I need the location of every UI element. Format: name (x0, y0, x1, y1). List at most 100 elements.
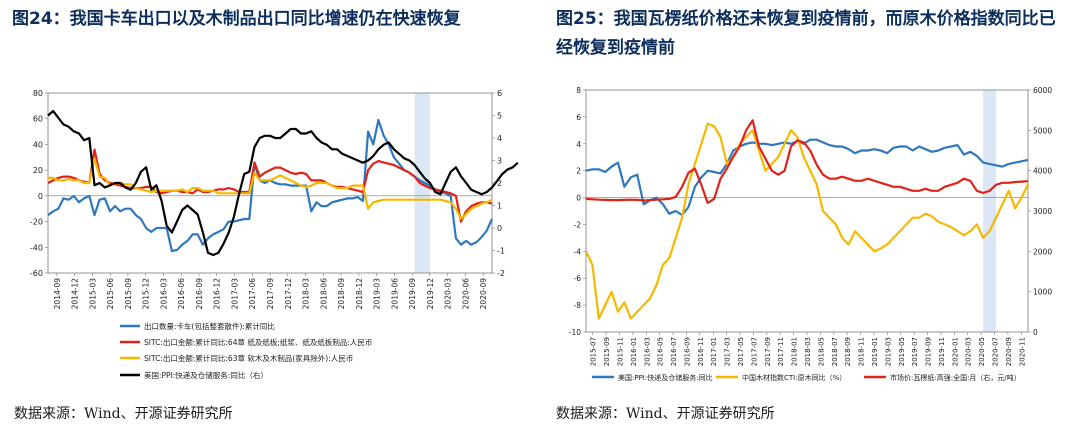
x-tick-label: 2019-01 (871, 337, 879, 366)
x-tick-label: 2015-06 (106, 278, 115, 310)
x-tick-label: 2017-05 (737, 337, 745, 366)
y-right-tick-label: -2 (497, 269, 505, 278)
x-tick-label: 2017-09 (764, 337, 772, 366)
x-tick-label: 2019-09 (925, 337, 933, 366)
x-tick-label: 2015-12 (142, 278, 151, 310)
x-tick-label: 2019-11 (938, 337, 946, 366)
legend-label-1: 美国:PPI:快递及仓储服务:同比 (618, 373, 713, 382)
x-tick-label: 2018-09 (844, 337, 852, 366)
x-tick-label: 2016-07 (670, 337, 678, 366)
x-tick-label: 2017-01 (710, 337, 718, 366)
y-left-tick-label: 8 (576, 86, 581, 95)
x-tick-label: 2018-03 (804, 337, 812, 366)
y-left-tick-label: 2 (576, 167, 581, 176)
chart-paper-log-prices: -10 -8 -6 -4 -2 0 2 4 6 8 0 1000 2000 3000 4000 5000 600… (569, 86, 1053, 382)
y-left-tick-label: -20 (30, 218, 43, 227)
x-tick-label: 2018-05 (817, 337, 825, 366)
x-tick-label: 2019-12 (426, 278, 435, 310)
y-right-tick-label: 3 (497, 157, 502, 166)
x-tick-label: 2017-09 (266, 278, 275, 310)
source-note-left: 数据来源：Wind、开源证券研究所 (14, 406, 233, 422)
x-tick-label: 2016-11 (697, 337, 705, 366)
x-tick-label: 2019-03 (373, 278, 382, 310)
y-right-tick-label: 3000 (1033, 207, 1052, 216)
x-tick-label: 2014-09 (53, 278, 62, 310)
x-tick-label: 2017-03 (724, 337, 732, 366)
x-tick-label: 2015-09 (603, 337, 611, 366)
x-tick-label: 2020-11 (1018, 337, 1026, 366)
series-line-1 (585, 138, 1029, 217)
y-left-tick-label: 80 (33, 89, 43, 98)
x-tick-label: 2018-03 (302, 278, 311, 310)
x-tick-label: 2017-12 (284, 278, 293, 310)
y-left-tick-label: 6 (576, 113, 581, 122)
series-line-2 (585, 122, 1029, 320)
x-tick-label: 2015-11 (616, 337, 624, 366)
x-tick-label: 2018-09 (337, 278, 346, 310)
y-left-tick-label: -60 (30, 269, 43, 278)
x-tick-label: 2019-09 (408, 278, 417, 310)
x-tick-label: 2020-07 (992, 337, 1000, 366)
y-left-tick-label: -40 (30, 243, 43, 252)
x-tick-label: 2018-11 (858, 337, 866, 366)
source-note-right: 数据来源：Wind、开源证券研究所 (556, 406, 775, 422)
x-tick-label: 2018-01 (791, 337, 799, 366)
legend-label-1: 出口数量:卡车(包括整套散件):累计同比 (144, 321, 275, 331)
x-tick-label: 2016-05 (657, 337, 665, 366)
series-line-2 (47, 148, 493, 223)
x-tick-label: 2019-03 (884, 337, 892, 366)
x-tick-label: 2016-01 (630, 337, 638, 366)
y-left-tick-label: -4 (574, 247, 582, 256)
x-tick-label: 2016-09 (683, 337, 691, 366)
y-left-tick-label: 60 (33, 115, 43, 124)
x-tick-label: 2016-12 (213, 278, 222, 310)
figure-25-title: 图25：我国瓦楞纸价格还未恢复到疫情前，而原木价格指数同比已经恢复到疫情前 (556, 9, 1056, 58)
x-tick-label: 2014-12 (71, 278, 80, 310)
y-left-tick-label: 40 (33, 140, 43, 149)
y-right-tick-label: -1 (497, 247, 505, 256)
y-right-tick-label: 6 (497, 89, 502, 98)
x-tick-label: 2018-07 (831, 337, 839, 366)
x-tick-label: 2016-03 (159, 278, 168, 310)
y-right-tick-label: 0 (497, 224, 502, 233)
y-left-tick-label: -8 (574, 301, 582, 310)
legend-label-4: 美国:PPI:快递及仓储服务:同比（右） (144, 370, 268, 380)
x-tick-label: 2020-05 (978, 337, 986, 366)
legend-label-2: SITC:出口金额:累计同比:64章 纸及纸板;纸浆、纸及纸板制品:人民币 (144, 337, 372, 347)
y-right-tick-label: 4 (497, 134, 502, 143)
y-right-tick-label: 5000 (1033, 126, 1052, 135)
y-right-tick-label: 1 (497, 202, 502, 211)
series-line-4 (47, 109, 519, 257)
x-tick-label: 2019-06 (390, 278, 399, 310)
x-tick-label: 2019-07 (911, 337, 919, 366)
x-tick-label: 2017-06 (248, 278, 257, 310)
x-tick-label: 2015-03 (88, 278, 97, 310)
x-tick-label: 2016-03 (643, 337, 651, 366)
x-tick-label: 2017-11 (777, 337, 785, 366)
x-tick-label: 2019-05 (898, 337, 906, 366)
x-tick-label: 2016-06 (177, 278, 186, 310)
x-tick-label: 2015-09 (124, 278, 133, 310)
figure-24-title: 图24：我国卡车出口以及木制品出口同比增速仍在快速恢复 (12, 9, 461, 29)
x-tick-label: 2018-06 (319, 278, 328, 310)
y-right-tick-label: 2 (497, 179, 502, 188)
x-tick-label: 2020-03 (965, 337, 973, 366)
x-tick-label: 2020-01 (951, 337, 959, 366)
y-right-tick-label: 6000 (1033, 86, 1052, 95)
y-left-tick-label: 0 (576, 194, 581, 203)
x-tick-label: 2020-09 (479, 278, 488, 310)
highlight-band (983, 90, 996, 332)
y-left-tick-label: 4 (576, 140, 581, 149)
x-tick-label: 2016-09 (195, 278, 204, 310)
legend-label-3: SITC:出口金额:累计同比:63章 软木及木制品(家具除外):人民币 (144, 353, 353, 363)
x-tick-label: 2017-03 (230, 278, 239, 310)
y-right-tick-label: 5 (497, 112, 502, 121)
x-tick-label: 2017-07 (750, 337, 758, 366)
x-tick-label: 2015-07 (590, 337, 598, 366)
x-tick-label: 2020-09 (1005, 337, 1013, 366)
y-right-tick-label: 2000 (1033, 247, 1052, 256)
y-left-tick-label: 0 (38, 192, 43, 201)
y-left-tick-label: 20 (33, 166, 43, 175)
highlight-band (414, 93, 431, 273)
chart-truck-wood-exports: -60 -40 -20 0 20 40 60 80 -2 -1 0 1 2 3 4 5 6 2014-09 2014… (30, 89, 519, 380)
